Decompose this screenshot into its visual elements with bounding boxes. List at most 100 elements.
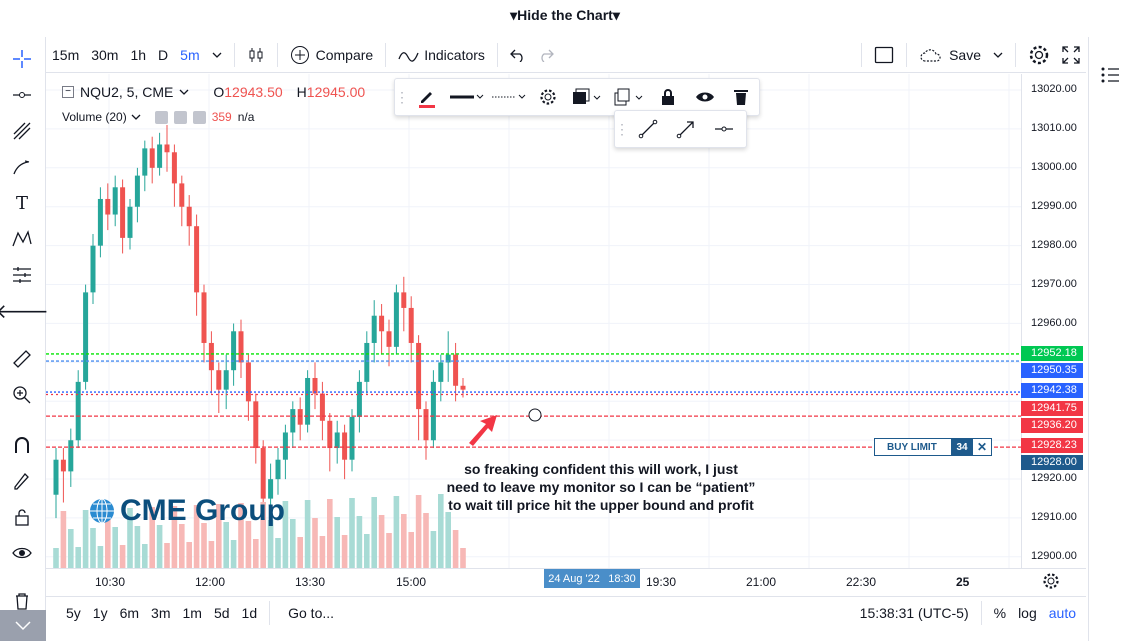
magnet-icon[interactable] [7, 431, 37, 459]
trend-line-button[interactable] [629, 110, 667, 148]
volume-bar [75, 547, 81, 568]
watchlist-icon[interactable] [1099, 63, 1121, 92]
drag-handle-icon[interactable]: ⋮ [615, 120, 629, 137]
chart-pane[interactable] [46, 74, 1021, 568]
volume-bar [82, 510, 89, 568]
ruler-icon[interactable] [7, 345, 37, 373]
annotation-text[interactable]: so freaking confident this will work, I … [446, 461, 756, 513]
price-axis[interactable] [1021, 74, 1086, 568]
separator [269, 600, 271, 625]
price-line-label[interactable]: 12941.75 [1021, 401, 1083, 416]
candle-body [349, 416, 355, 460]
pattern-tool-icon[interactable] [7, 225, 37, 253]
candle-body [260, 448, 266, 499]
interval-d[interactable]: D [158, 46, 169, 63]
collapse-legend-icon[interactable]: − [62, 86, 74, 98]
price-tick-label: 12960.00 [1031, 316, 1077, 329]
separator [980, 600, 982, 625]
go-to-button[interactable]: Go to... [288, 604, 335, 621]
undo-button[interactable] [504, 41, 532, 69]
interval-15m[interactable]: 15m [52, 46, 80, 63]
template-button[interactable] [566, 78, 608, 116]
price-tick-label: 12980.00 [1031, 238, 1077, 251]
keep-drawing-icon[interactable] [7, 467, 37, 495]
price-tick-label: 13020.00 [1031, 83, 1077, 95]
layout-button[interactable] [868, 41, 900, 69]
collapse-toolbar-button[interactable] [0, 610, 46, 641]
candles-chart-type-icon[interactable] [241, 41, 271, 69]
arrow-line-icon [676, 121, 694, 139]
clone-button[interactable] [608, 78, 650, 116]
lock-drawings-icon[interactable] [7, 503, 37, 531]
symbol-label[interactable]: NQU2, 5, CME [80, 84, 174, 100]
horizontal-line-tool-icon[interactable] [7, 81, 37, 109]
close-icon[interactable] [192, 110, 206, 124]
price-line-label[interactable]: 12952.18 [1021, 346, 1083, 361]
hide-drawing-button[interactable] [686, 78, 722, 116]
fib-tool-icon[interactable] [7, 117, 37, 145]
price-tick-label: 12970.00 [1031, 277, 1077, 290]
candle-body [342, 432, 348, 460]
range-1y[interactable]: 1y [92, 604, 108, 621]
fullscreen-icon [1062, 45, 1080, 64]
auto-scale-toggle[interactable]: auto [1048, 604, 1076, 621]
range-5y[interactable]: 5y [66, 604, 81, 621]
horizontal-ray-button[interactable] [705, 110, 743, 148]
indicators-button[interactable]: Indicators [392, 41, 491, 69]
range-5d[interactable]: 5d [213, 604, 230, 621]
line-style-button[interactable] [487, 78, 529, 116]
range-1m[interactable]: 1m [182, 604, 202, 621]
price-line-label[interactable]: 12928.23 [1021, 438, 1083, 453]
time-axis[interactable]: 10:30 12:00 13:30 15:00 19:30 21:00 22:3… [46, 568, 1086, 592]
text-tool-icon[interactable]: T [15, 192, 28, 214]
gear-icon [1029, 45, 1049, 64]
log-scale-toggle[interactable]: log [1018, 604, 1037, 621]
prediction-tool-icon[interactable] [7, 261, 37, 289]
cursor-time: 18:30 [608, 572, 636, 585]
trash-icon[interactable] [7, 587, 37, 615]
crosshair-icon[interactable] [7, 45, 37, 73]
price-chart[interactable] [46, 74, 1021, 568]
buy-limit-order[interactable]: BUY LIMIT 34 ✕ [874, 438, 992, 456]
compare-button[interactable]: Compare [284, 41, 380, 69]
price-line-label[interactable]: 12950.35 [1021, 363, 1083, 378]
candle-body [186, 206, 192, 227]
drawing-settings-button[interactable] [530, 78, 566, 116]
axis-settings-gear-icon[interactable] [1042, 572, 1060, 593]
brush-tool-icon[interactable] [7, 153, 37, 181]
interval-5m[interactable]: 5m [180, 46, 200, 63]
percent-scale-toggle[interactable]: % [993, 604, 1007, 621]
eye-icon[interactable] [7, 539, 37, 567]
price-line-label[interactable]: 12928.00 [1021, 455, 1083, 470]
arrow-line-button[interactable] [667, 110, 705, 148]
interval-30m[interactable]: 30m [91, 46, 119, 63]
hide-chart-button[interactable]: ▾Hide the Chart▾ [510, 6, 620, 23]
fullscreen-button[interactable] [1056, 41, 1086, 69]
volume-label[interactable]: Volume (20) [62, 110, 127, 124]
price-line-label[interactable]: 12942.38 [1021, 383, 1083, 398]
lock-drawing-button[interactable] [650, 78, 686, 116]
range-6m[interactable]: 6m [119, 604, 140, 621]
back-arrow-icon[interactable]: 🡐 [0, 300, 49, 323]
line-width-button[interactable] [445, 78, 487, 116]
gear-icon[interactable] [173, 110, 187, 124]
redo-button[interactable] [532, 41, 560, 69]
zoom-in-icon[interactable] [7, 381, 37, 409]
range-1d[interactable]: 1d [241, 604, 258, 621]
settings-button[interactable] [1022, 41, 1056, 69]
line-color-button[interactable] [409, 78, 445, 116]
interval-1h[interactable]: 1h [130, 46, 147, 63]
delete-drawing-button[interactable] [723, 78, 759, 116]
volume-bar [312, 518, 318, 568]
range-3m[interactable]: 3m [151, 604, 171, 621]
interval-dropdown-chevron-icon[interactable] [206, 41, 228, 69]
clock-display[interactable]: 15:38:31 (UTC-5) [859, 604, 969, 621]
volume-bar [245, 521, 252, 568]
price-line-label[interactable]: 12936.20 [1021, 418, 1083, 433]
drag-handle-icon[interactable]: ⋮ [395, 88, 409, 105]
eye-icon[interactable] [154, 110, 168, 124]
close-icon[interactable]: ✕ [976, 440, 988, 454]
volume-bar [423, 513, 429, 568]
volume-bar [156, 525, 163, 568]
save-button[interactable]: Save [913, 41, 1009, 69]
